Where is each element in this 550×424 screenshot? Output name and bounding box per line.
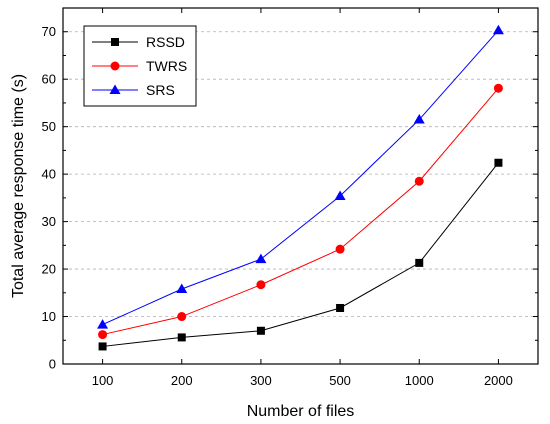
series-line-rssd bbox=[102, 162, 499, 347]
data-point-twrs-500 bbox=[335, 244, 345, 254]
axis-ticks: 0 10 20 30 40 50 60 70 100 200 300 500 1000 2000 bbox=[42, 8, 538, 388]
x-tick-label-1000: 1000 bbox=[405, 373, 434, 388]
legend-marker-twrs bbox=[110, 61, 120, 71]
data-point-twrs-100 bbox=[98, 330, 108, 340]
y-tick-label-10: 10 bbox=[42, 309, 56, 324]
data-point-srs-500 bbox=[334, 190, 346, 200]
series-twrs bbox=[98, 83, 503, 340]
data-point-twrs-2000 bbox=[493, 83, 503, 93]
y-tick-label-70: 70 bbox=[42, 24, 56, 39]
data-point-twrs-200 bbox=[177, 312, 187, 322]
data-point-srs-300 bbox=[255, 253, 267, 264]
y-tick-label-0: 0 bbox=[49, 357, 56, 372]
y-tick-label-40: 40 bbox=[42, 167, 56, 182]
data-point-srs-1000 bbox=[413, 114, 425, 124]
y-tick-label-30: 30 bbox=[42, 214, 56, 229]
legend-marker-rssd bbox=[111, 38, 119, 46]
data-point-twrs-300 bbox=[256, 280, 266, 290]
y-tick-label-50: 50 bbox=[42, 119, 56, 134]
data-point-rssd-100 bbox=[98, 342, 107, 351]
plot-frame bbox=[62, 7, 539, 365]
series-line-twrs bbox=[102, 87, 499, 336]
x-tick-label-200: 200 bbox=[171, 373, 193, 388]
y-axis-title: Total average response time (s) bbox=[10, 74, 27, 298]
x-tick-label-500: 500 bbox=[329, 373, 351, 388]
data-point-rssd-1000 bbox=[415, 258, 424, 267]
data-point-twrs-1000 bbox=[414, 176, 424, 186]
x-tick-label-2000: 2000 bbox=[484, 373, 513, 388]
data-point-rssd-2000 bbox=[494, 158, 503, 167]
data-point-srs-100 bbox=[97, 319, 109, 329]
legend-label-twrs: TWRS bbox=[146, 58, 187, 74]
legend-label-srs: SRS bbox=[146, 82, 175, 98]
legend-marker-srs bbox=[109, 84, 121, 94]
series-rssd bbox=[98, 158, 503, 351]
legend: RSSD TWRS SRS bbox=[83, 25, 197, 107]
y-tick-label-20: 20 bbox=[42, 262, 56, 277]
data-point-srs-2000 bbox=[492, 24, 504, 35]
x-tick-label-100: 100 bbox=[92, 373, 114, 388]
legend-label-rssd: RSSD bbox=[146, 34, 185, 50]
data-point-rssd-200 bbox=[177, 333, 186, 342]
data-point-rssd-500 bbox=[336, 303, 345, 312]
x-tick-label-300: 300 bbox=[250, 373, 272, 388]
series-srs bbox=[97, 24, 504, 329]
data-point-rssd-300 bbox=[256, 326, 265, 335]
series-layer bbox=[97, 24, 504, 351]
y-tick-label-60: 60 bbox=[42, 72, 56, 87]
x-axis-title: Number of files bbox=[247, 403, 355, 420]
series-line-srs bbox=[102, 29, 499, 326]
data-point-srs-200 bbox=[176, 283, 188, 294]
